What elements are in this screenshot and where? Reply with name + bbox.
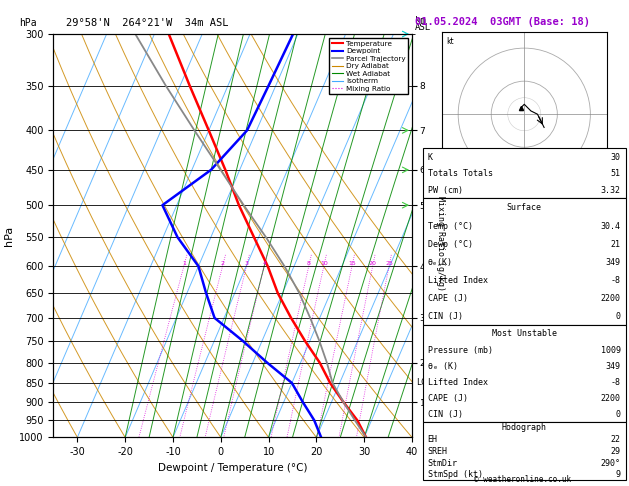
Text: Pressure (mb): Pressure (mb) bbox=[428, 346, 493, 355]
Text: Mixing Ratio (g/kg): Mixing Ratio (g/kg) bbox=[436, 195, 445, 291]
Text: CIN (J): CIN (J) bbox=[428, 410, 463, 419]
Text: 51: 51 bbox=[611, 169, 621, 178]
Text: kt: kt bbox=[447, 36, 454, 46]
Text: 29: 29 bbox=[611, 447, 621, 456]
Text: CIN (J): CIN (J) bbox=[428, 312, 463, 321]
Text: 0: 0 bbox=[616, 312, 621, 321]
Text: 8: 8 bbox=[307, 261, 311, 266]
Text: 2: 2 bbox=[221, 261, 225, 266]
Text: ASL: ASL bbox=[415, 23, 431, 32]
X-axis label: Dewpoint / Temperature (°C): Dewpoint / Temperature (°C) bbox=[158, 463, 308, 473]
Y-axis label: hPa: hPa bbox=[4, 226, 14, 246]
Text: EH: EH bbox=[428, 435, 438, 445]
Text: 30.4: 30.4 bbox=[601, 222, 621, 231]
Text: CAPE (J): CAPE (J) bbox=[428, 294, 468, 303]
Text: -8: -8 bbox=[611, 276, 621, 285]
Text: 1009: 1009 bbox=[601, 346, 621, 355]
Text: Hodograph: Hodograph bbox=[502, 423, 547, 433]
Text: -8: -8 bbox=[611, 378, 621, 387]
Text: 290°: 290° bbox=[601, 459, 621, 468]
Text: 2200: 2200 bbox=[601, 294, 621, 303]
Text: 4: 4 bbox=[262, 261, 267, 266]
Text: Lifted Index: Lifted Index bbox=[428, 276, 487, 285]
Text: 21: 21 bbox=[611, 240, 621, 249]
Text: CAPE (J): CAPE (J) bbox=[428, 394, 468, 403]
Text: PW (cm): PW (cm) bbox=[428, 186, 463, 195]
Text: 2200: 2200 bbox=[601, 394, 621, 403]
Text: StmDir: StmDir bbox=[428, 459, 458, 468]
Text: θₑ(K): θₑ(K) bbox=[428, 258, 453, 267]
Text: θₑ (K): θₑ (K) bbox=[428, 362, 458, 371]
Text: hPa: hPa bbox=[19, 18, 36, 28]
Text: 10: 10 bbox=[320, 261, 328, 266]
Text: StmSpd (kt): StmSpd (kt) bbox=[428, 470, 482, 479]
Legend: Temperature, Dewpoint, Parcel Trajectory, Dry Adiabat, Wet Adiabat, Isotherm, Mi: Temperature, Dewpoint, Parcel Trajectory… bbox=[329, 37, 408, 94]
Text: 30: 30 bbox=[611, 153, 621, 162]
Text: Surface: Surface bbox=[507, 203, 542, 211]
Text: 25: 25 bbox=[386, 261, 393, 266]
Text: K: K bbox=[428, 153, 433, 162]
Text: 3.32: 3.32 bbox=[601, 186, 621, 195]
Text: SREH: SREH bbox=[428, 447, 448, 456]
Text: Dewp (°C): Dewp (°C) bbox=[428, 240, 473, 249]
Text: 20: 20 bbox=[369, 261, 377, 266]
Text: 29°58'N  264°21'W  34m ASL: 29°58'N 264°21'W 34m ASL bbox=[66, 18, 228, 28]
Text: © weatheronline.co.uk: © weatheronline.co.uk bbox=[474, 474, 571, 484]
Text: 0: 0 bbox=[616, 410, 621, 419]
Text: 22: 22 bbox=[611, 435, 621, 445]
Text: LCL: LCL bbox=[416, 379, 431, 387]
Text: 1: 1 bbox=[182, 261, 186, 266]
Text: Most Unstable: Most Unstable bbox=[492, 329, 557, 338]
Text: Temp (°C): Temp (°C) bbox=[428, 222, 473, 231]
Text: Lifted Index: Lifted Index bbox=[428, 378, 487, 387]
Text: 01.05.2024  03GMT (Base: 18): 01.05.2024 03GMT (Base: 18) bbox=[415, 17, 590, 27]
Text: km: km bbox=[415, 16, 426, 25]
Text: 349: 349 bbox=[606, 258, 621, 267]
Text: 349: 349 bbox=[606, 362, 621, 371]
Text: 3: 3 bbox=[245, 261, 249, 266]
Text: 9: 9 bbox=[616, 470, 621, 479]
Text: Totals Totals: Totals Totals bbox=[428, 169, 493, 178]
Text: 15: 15 bbox=[348, 261, 356, 266]
